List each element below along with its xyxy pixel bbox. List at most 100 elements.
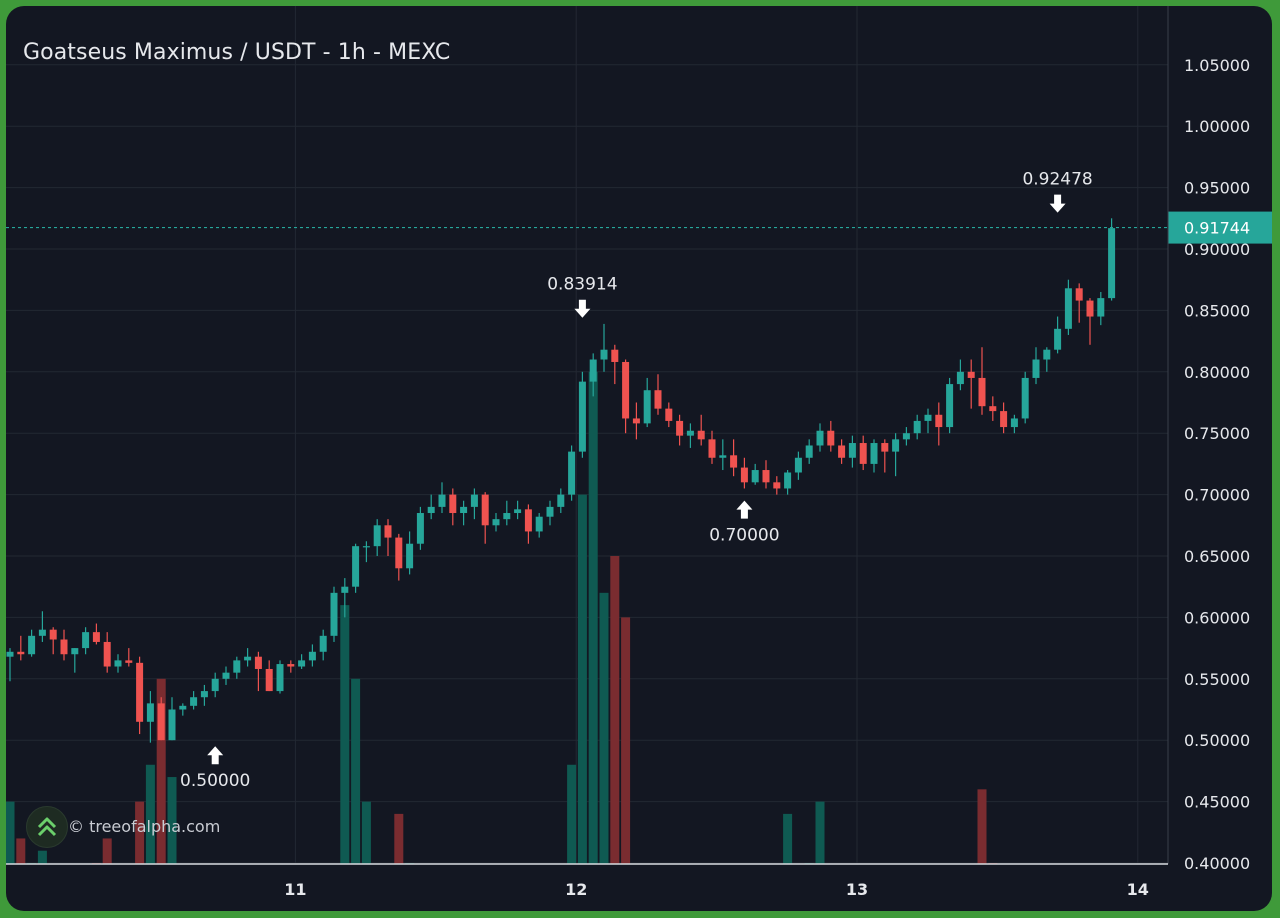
candle-body	[157, 703, 165, 741]
volume-bar	[621, 617, 631, 864]
candle-body	[935, 414, 943, 428]
candle-body	[514, 509, 522, 514]
candle-body	[503, 513, 511, 520]
candle-body	[784, 472, 792, 489]
candle-body	[60, 639, 68, 655]
candle-body	[654, 390, 662, 409]
annotation-down: 0.83914	[547, 275, 618, 318]
candle-body	[956, 371, 964, 385]
double-chevron-up-icon	[37, 817, 57, 837]
candle-body	[578, 381, 586, 452]
volume-bar	[102, 838, 112, 864]
candle-body	[200, 691, 208, 698]
candle-body	[298, 660, 306, 667]
annotation-label: 0.92478	[1022, 170, 1092, 190]
volume-bar	[351, 678, 361, 864]
candle-body	[1075, 288, 1083, 301]
y-tick-label: 0.40000	[1184, 854, 1250, 873]
candle-body	[827, 430, 835, 446]
volume-bar	[599, 592, 609, 864]
candle-body	[211, 678, 219, 692]
candle-body	[892, 439, 900, 452]
candle-body	[913, 420, 921, 434]
candle-body	[427, 506, 435, 514]
candle-body	[481, 494, 489, 526]
candle-body	[319, 635, 327, 652]
x-tick-label: 13	[846, 880, 868, 899]
volume-bar	[361, 801, 371, 864]
candle-body	[49, 629, 57, 640]
volume-bar	[6, 801, 15, 864]
candle-body	[341, 586, 349, 593]
candle-body	[449, 494, 457, 514]
candle-body	[168, 709, 176, 741]
candle-body	[751, 470, 759, 483]
candle-body	[924, 414, 932, 421]
volume-bar	[977, 789, 987, 864]
candle-body	[978, 377, 986, 407]
candle-body	[546, 506, 554, 517]
candle-body	[967, 371, 975, 378]
candle-body	[740, 467, 748, 483]
candle-body	[146, 703, 154, 722]
last-price-label: 0.91744	[1184, 219, 1250, 238]
chart-title: Goatseus Maximus / USDT - 1h - MEXC	[23, 40, 451, 65]
y-tick-label: 0.50000	[1184, 731, 1250, 750]
candle-body	[643, 390, 651, 424]
y-tick-label: 0.80000	[1184, 363, 1250, 382]
candles	[6, 218, 1116, 743]
candle-body	[438, 494, 446, 507]
candle-body	[1032, 359, 1040, 378]
candle-body	[816, 430, 824, 446]
candle-body	[535, 516, 543, 532]
candle-body	[1021, 377, 1029, 419]
grid-layer	[6, 6, 1168, 864]
candle-body	[524, 509, 532, 532]
candle-body	[622, 361, 630, 419]
candle-body	[902, 433, 910, 440]
candle-body	[762, 470, 770, 483]
volume-bar	[145, 764, 155, 864]
arrow-up-icon	[207, 746, 224, 765]
x-tick-label: 11	[284, 880, 306, 899]
candle-body	[719, 455, 727, 458]
candle-body	[406, 543, 414, 569]
annotation-label: 0.50000	[180, 771, 250, 791]
volume-bar	[340, 605, 350, 864]
candle-body	[82, 632, 90, 649]
candle-body	[330, 592, 338, 636]
candle-body	[125, 660, 133, 663]
volume-bar	[588, 371, 598, 864]
candle-body	[492, 519, 500, 526]
candle-body	[287, 664, 295, 667]
volume-bar	[135, 801, 145, 864]
candle-body	[395, 537, 403, 569]
candle-body	[708, 439, 716, 458]
y-tick-label: 0.95000	[1184, 179, 1250, 198]
volume-bar	[394, 813, 404, 864]
logo-badge	[26, 806, 68, 848]
y-tick-label: 1.05000	[1184, 56, 1250, 75]
candle-body	[384, 525, 392, 538]
candle-body	[838, 445, 846, 458]
candlestick-chart[interactable]: 0.91744 0.50000 0.83914 0.70000 0.92478 0.40…	[6, 6, 1272, 911]
candle-body	[1097, 298, 1105, 317]
candle-body	[460, 506, 468, 514]
volume-bar	[577, 494, 587, 864]
candle-body	[773, 482, 781, 489]
candle-body	[676, 420, 684, 436]
candle-body	[1043, 349, 1051, 360]
y-tick-label: 0.60000	[1184, 608, 1250, 627]
candle-body	[308, 651, 316, 661]
candle-body	[730, 455, 738, 468]
arrow-down-icon	[1049, 194, 1066, 213]
candle-body	[697, 430, 705, 440]
candle-body	[1064, 288, 1072, 329]
volume-bar	[567, 764, 577, 864]
candle-body	[416, 513, 424, 544]
candle-body	[1000, 411, 1008, 428]
candle-body	[136, 662, 144, 722]
candle-body	[1010, 418, 1018, 428]
y-tick-label: 0.70000	[1184, 486, 1250, 505]
y-tick-label: 0.90000	[1184, 240, 1250, 259]
